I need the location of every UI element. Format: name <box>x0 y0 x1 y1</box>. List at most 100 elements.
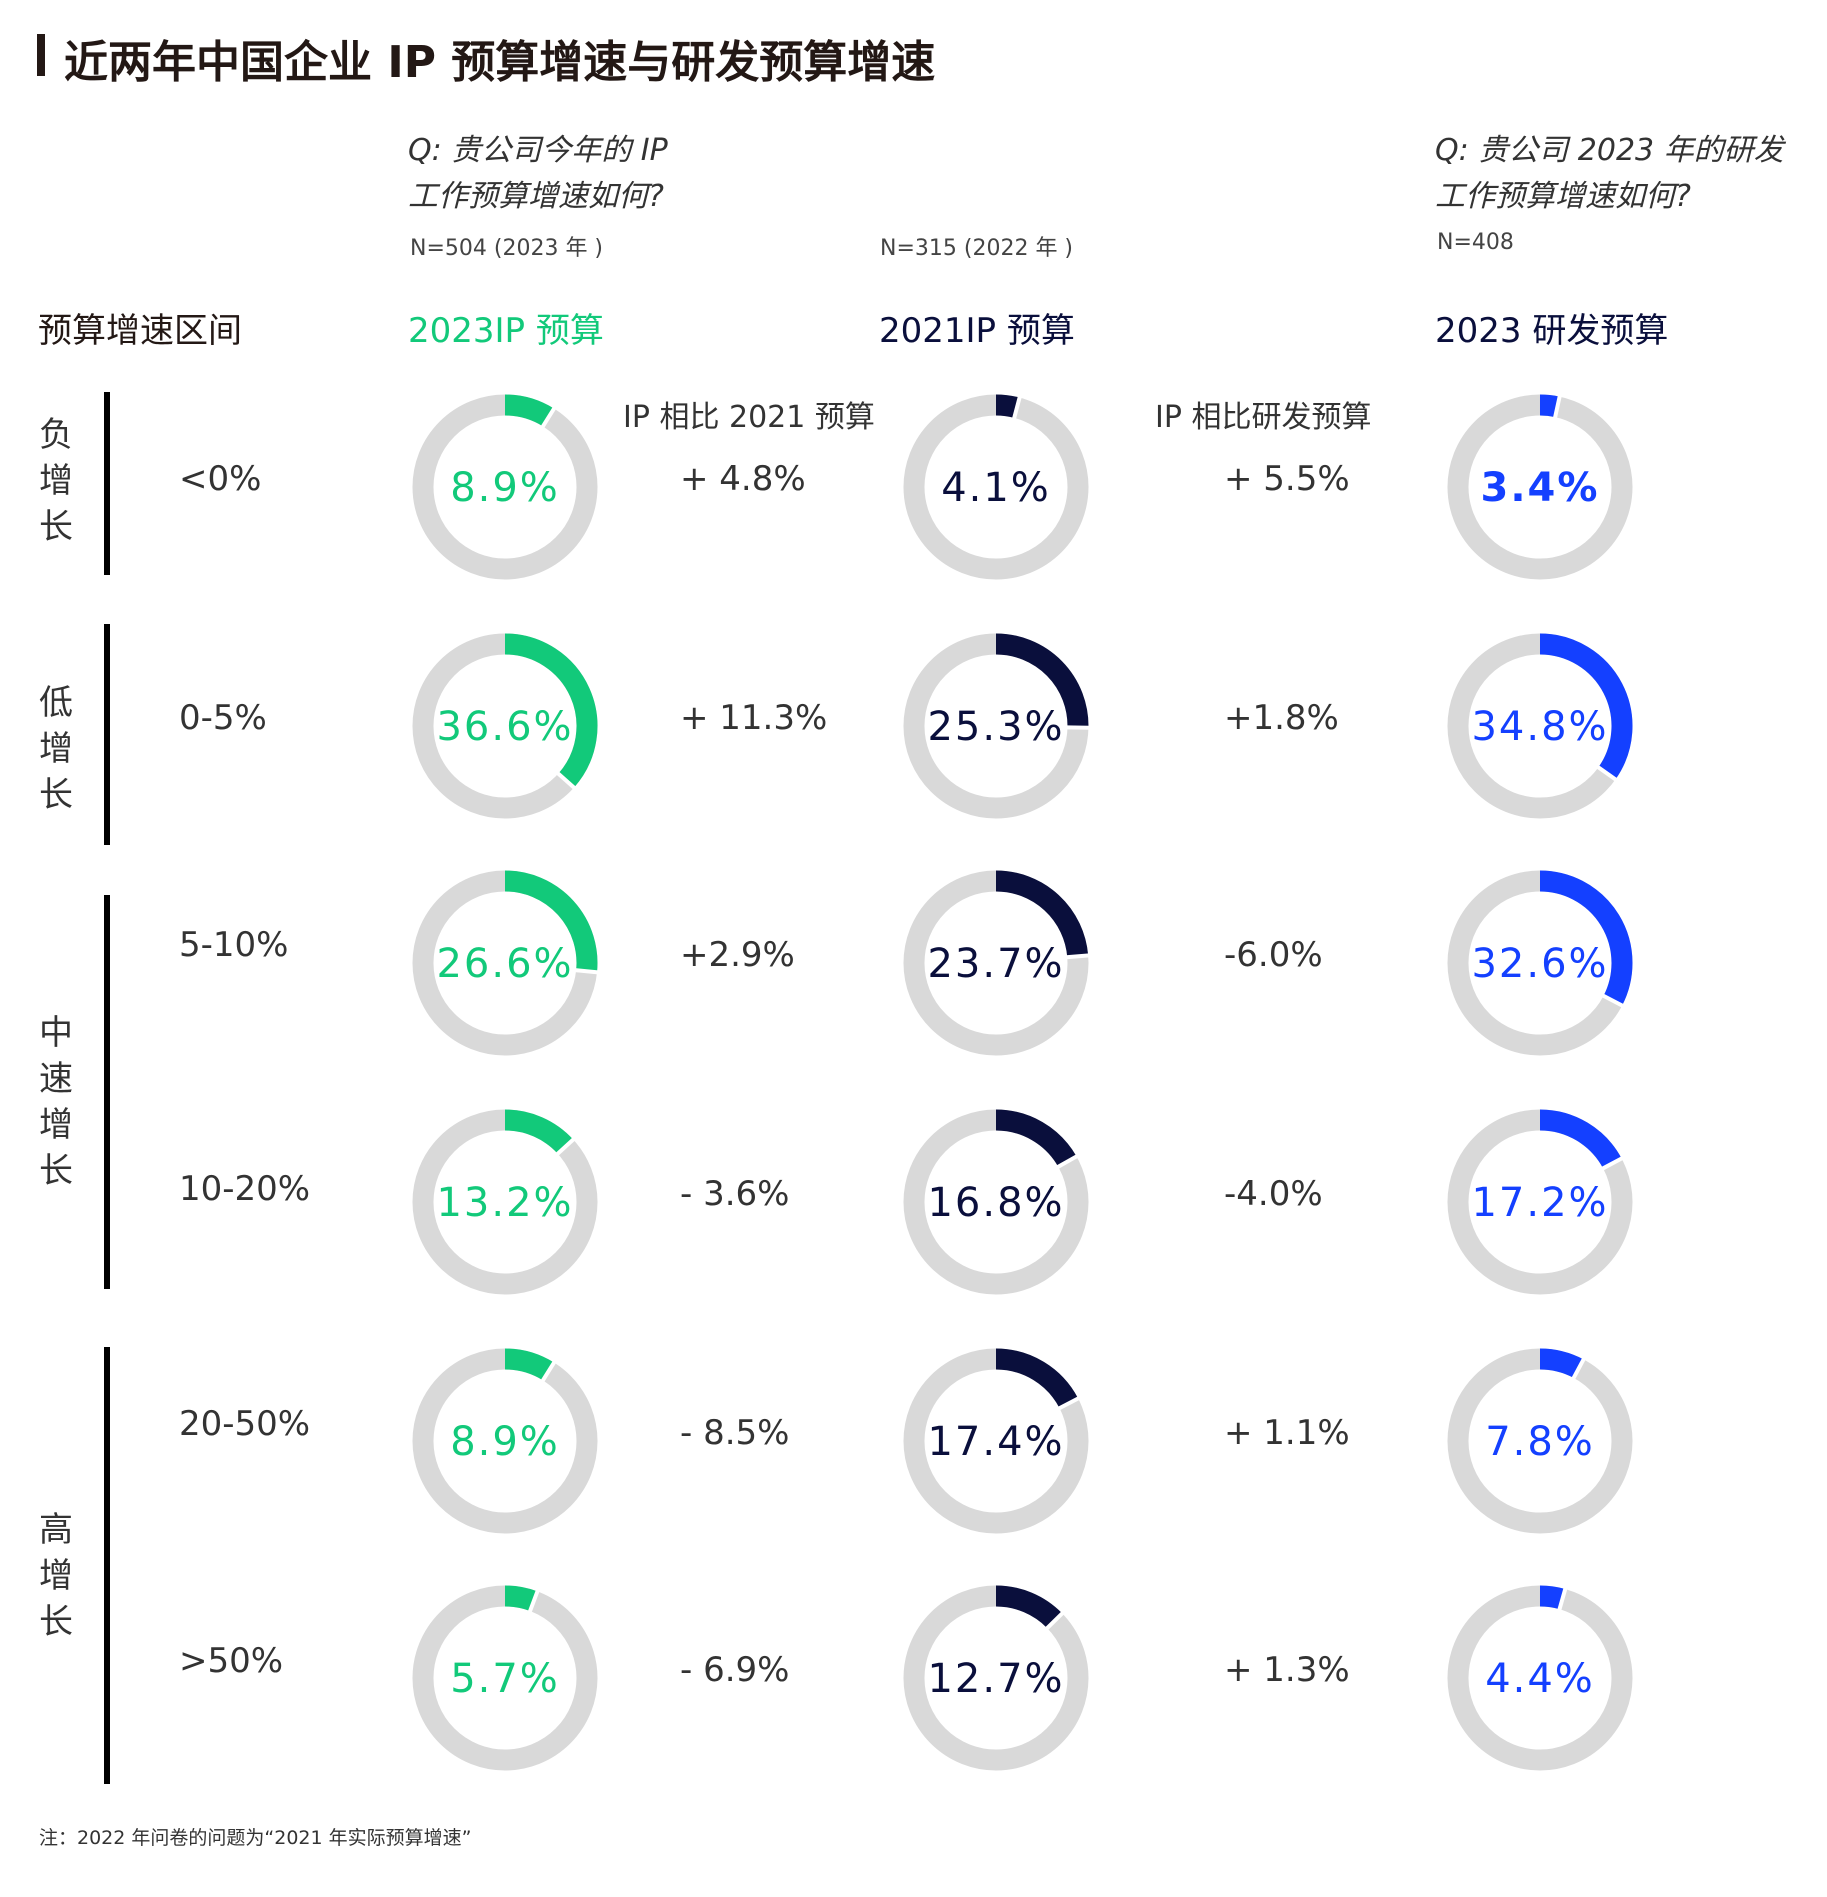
row-header: 预算增速区间 <box>38 311 242 351</box>
donut-gap <box>1601 993 1624 1008</box>
diff-ip-vs-rd: + 5.5% <box>1224 459 1350 499</box>
diff-ip-vs-2021: - 8.5% <box>680 1413 790 1453</box>
donut-2023-rd: 7.8% <box>1447 1348 1633 1534</box>
rd-question: Q: 贵公司 2023 年的研发 工作预算增速如何? <box>1435 128 1784 220</box>
group-bar-high <box>104 1347 110 1784</box>
donut-2023-rd: 4.4% <box>1447 1585 1633 1771</box>
donut-arc <box>1539 1585 1566 1610</box>
donut-arc <box>1539 394 1560 418</box>
donut-value-label: 17.4% <box>927 1419 1064 1465</box>
diff-ip-vs-rd: -6.0% <box>1224 935 1323 975</box>
donut-value-label: 34.8% <box>1471 704 1608 750</box>
group-bar-low <box>104 624 110 845</box>
compare-header-ip-rd: IP 相比研发预算 <box>1155 400 1372 435</box>
ip-question-line1: Q: 贵公司今年的 IP <box>408 133 668 168</box>
donut-2021-ip: 25.3% <box>903 633 1090 819</box>
donut-value-label: 8.9% <box>450 465 560 511</box>
sample-2021-ip: N=315 (2022 年 ) <box>880 236 1074 261</box>
donut-2023-ip: 26.6% <box>412 870 599 1056</box>
group-label-mid: 中速增长 <box>39 1013 73 1191</box>
diff-ip-vs-rd: + 1.3% <box>1224 1650 1350 1690</box>
donut-arc <box>1539 1348 1584 1379</box>
donut-2023-rd: 34.8% <box>1447 633 1633 819</box>
donut-gap <box>574 968 599 975</box>
group-bar-negative <box>104 392 110 575</box>
footnote: 注：2022 年问卷的问题为“2021 年实际预算增速” <box>39 1827 472 1849</box>
donut-gap <box>1557 1587 1568 1611</box>
donut-arc <box>995 633 1089 728</box>
donut-gap <box>1552 395 1562 419</box>
donut-2023-rd: 32.6% <box>1447 870 1633 1056</box>
group-label-low: 低增长 <box>39 683 73 815</box>
compare-header-ip-2021: IP 相比 2021 预算 <box>623 400 875 435</box>
donut-gap <box>1601 1156 1624 1171</box>
diff-ip-vs-2021: + 4.8% <box>680 459 806 499</box>
donut-2023-ip: 8.9% <box>412 1348 598 1534</box>
donut-gap <box>1066 953 1090 960</box>
donut-gap <box>1596 765 1618 782</box>
donut-2023-ip: 8.9% <box>412 394 598 580</box>
donut-2023-rd: 3.4% <box>1447 394 1633 580</box>
donut-value-label: 17.2% <box>1471 1180 1608 1226</box>
donut-2021-ip: 17.4% <box>903 1348 1089 1534</box>
donut-value-label: 13.2% <box>436 1180 573 1226</box>
donut-arc <box>504 1109 574 1154</box>
donut-arc <box>1539 1109 1622 1169</box>
donut-value-label: 23.7% <box>927 941 1064 987</box>
donut-2023-rd: 17.2% <box>1447 1109 1633 1295</box>
donut-gap <box>540 406 557 429</box>
range-label: <0% <box>179 459 262 499</box>
range-label: 5-10% <box>179 925 289 965</box>
donut-gap <box>1012 396 1022 420</box>
diff-ip-vs-2021: - 6.9% <box>680 1650 790 1690</box>
donut-gap <box>1057 1396 1080 1411</box>
donut-gap <box>540 1360 557 1383</box>
donut-arc <box>995 1109 1077 1168</box>
group-label-high: 高增长 <box>39 1510 73 1642</box>
donut-2021-ip: 23.7% <box>903 870 1090 1056</box>
diff-ip-vs-2021: +2.9% <box>680 935 795 975</box>
ip-question-line2: 工作预算增速如何? <box>408 179 664 214</box>
donut-value-label: 32.6% <box>1471 941 1608 987</box>
donut-gap <box>555 1137 576 1156</box>
donut-value-label: 26.6% <box>436 941 573 987</box>
donut-gap <box>1056 1154 1079 1170</box>
donut-value-label: 25.3% <box>927 704 1064 750</box>
donut-arc <box>504 633 598 788</box>
donut-2021-ip: 12.7% <box>903 1585 1089 1771</box>
page-title: 近两年中国企业 IP 预算增速与研发预算增速 <box>64 37 936 88</box>
donut-value-label: 12.7% <box>927 1656 1064 1702</box>
sample-2023-rd: N=408 <box>1437 230 1514 255</box>
donut-2021-ip: 16.8% <box>903 1109 1089 1295</box>
range-label: 20-50% <box>179 1404 311 1444</box>
diff-ip-vs-rd: +1.8% <box>1224 698 1339 738</box>
donut-gap <box>556 771 577 790</box>
donut-value-label: 36.6% <box>436 704 573 750</box>
rd-question-line1: Q: 贵公司 2023 年的研发 <box>1435 133 1784 168</box>
group-label-negative: 负增长 <box>39 415 73 547</box>
range-label: 10-20% <box>179 1169 311 1209</box>
donut-value-label: 4.1% <box>941 465 1051 511</box>
donut-arc <box>995 1348 1079 1409</box>
diff-ip-vs-rd: + 1.1% <box>1224 1413 1350 1453</box>
rd-question-line2: 工作预算增速如何? <box>1435 179 1691 214</box>
donut-arc <box>995 394 1020 418</box>
group-bar-mid <box>104 895 110 1289</box>
donut-2023-ip: 5.7% <box>412 1585 598 1771</box>
donut-2023-ip: 36.6% <box>412 633 598 819</box>
donut-arc <box>504 394 555 427</box>
donut-2023-ip: 13.2% <box>412 1109 598 1295</box>
donut-arc <box>504 870 598 973</box>
donut-arc <box>1539 633 1633 780</box>
donut-value-label: 16.8% <box>927 1180 1064 1226</box>
donut-arc <box>504 1348 555 1381</box>
diff-ip-vs-rd: -4.0% <box>1224 1174 1323 1214</box>
donut-arc <box>504 1585 538 1612</box>
range-label: >50% <box>179 1641 284 1681</box>
donut-gap <box>1045 1611 1065 1631</box>
donut-value-label: 7.8% <box>1485 1419 1595 1465</box>
donut-gap <box>1571 1357 1586 1380</box>
donut-value-label: 4.4% <box>1485 1656 1595 1702</box>
series-header-2021-ip: 2021IP 预算 <box>879 311 1075 351</box>
